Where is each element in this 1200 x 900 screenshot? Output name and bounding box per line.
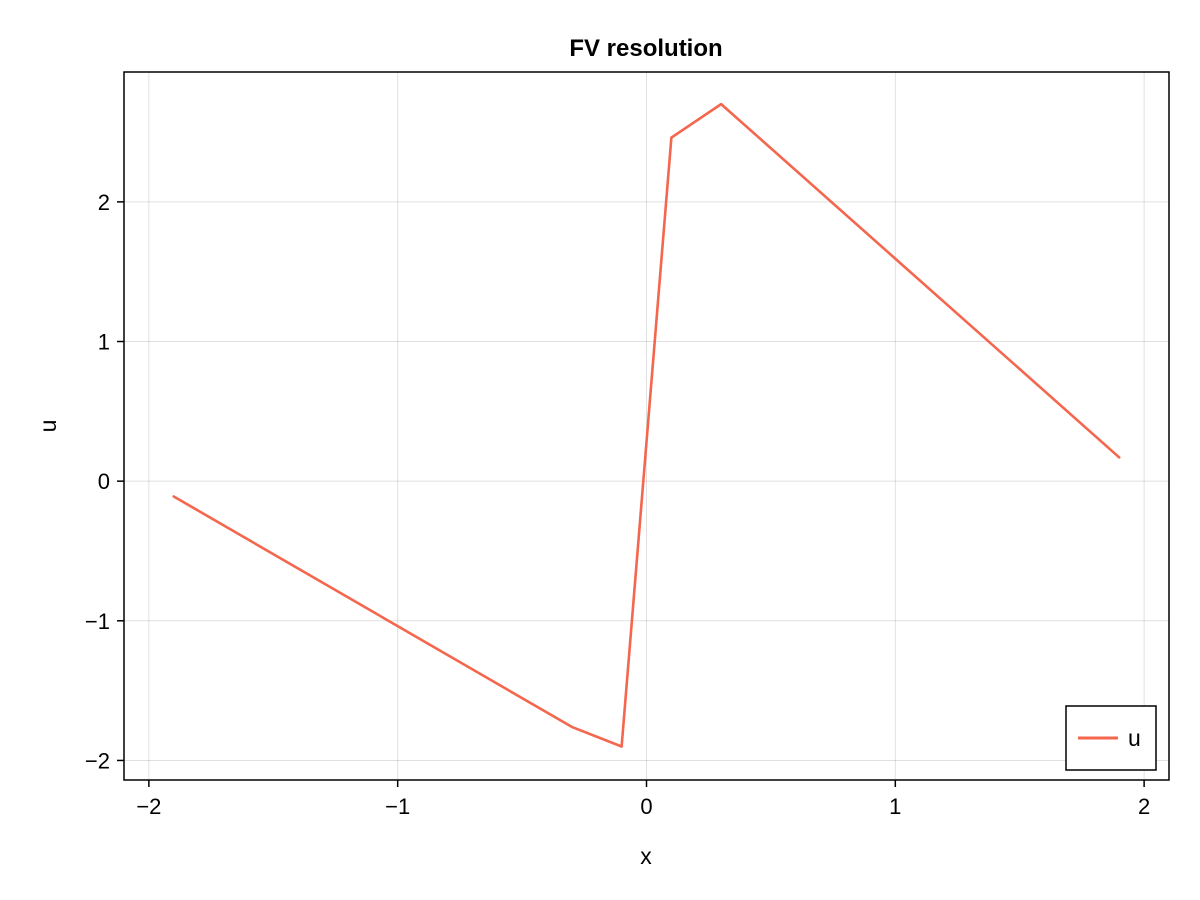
x-tick-label: −2 — [136, 794, 161, 819]
x-tick-label: 1 — [889, 794, 901, 819]
x-tick-label: −1 — [385, 794, 410, 819]
y-tick-label: −2 — [85, 748, 110, 773]
chart-title: FV resolution — [569, 35, 722, 62]
y-tick-label: −1 — [85, 609, 110, 634]
series-line-u — [172, 102, 1121, 748]
legend-label-u: u — [1128, 725, 1141, 751]
x-tick-label: 2 — [1138, 794, 1150, 819]
y-tick-label: 1 — [98, 330, 110, 355]
x-tick-label: 0 — [640, 794, 652, 819]
grid — [124, 72, 1169, 780]
y-tick-label: 2 — [98, 190, 110, 215]
ticks: −2 −1 0 1 2 −2 −1 0 1 2 — [85, 190, 1150, 819]
series-layer — [172, 102, 1121, 748]
y-axis-label: u — [35, 420, 61, 433]
legend: u — [1065, 705, 1157, 771]
x-axis-label: x — [640, 843, 652, 869]
y-tick-label: 0 — [98, 469, 110, 494]
